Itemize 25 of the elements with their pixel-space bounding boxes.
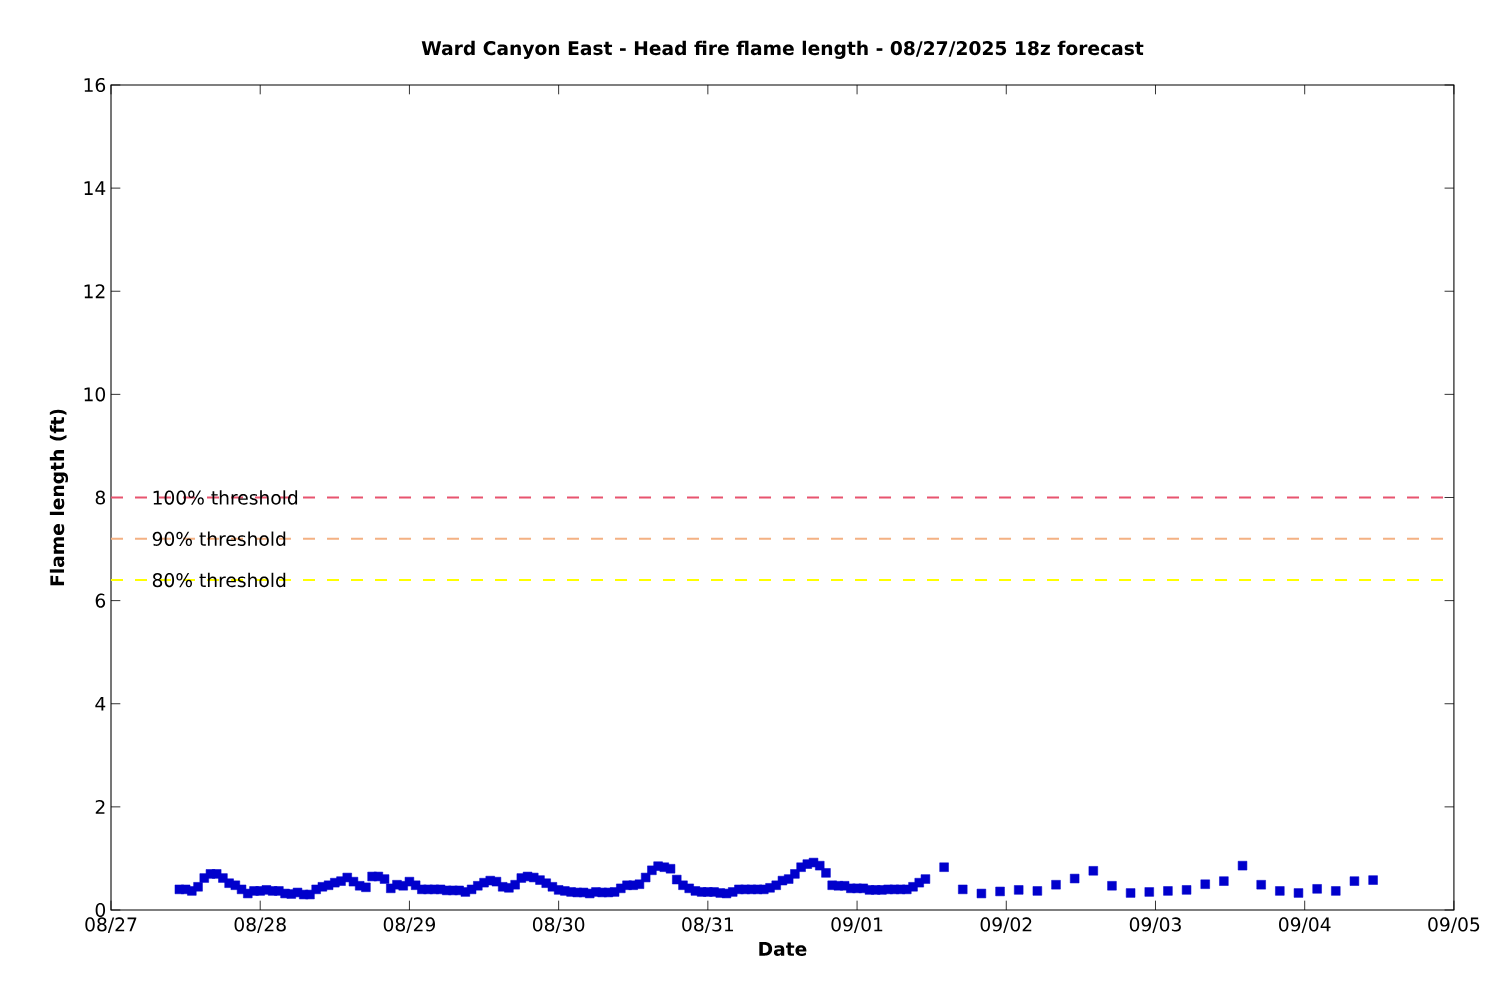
y-tick-label: 14 [84, 181, 106, 195]
y-tick-label: 6 [95, 593, 106, 608]
y-tick-label: 8 [95, 490, 106, 505]
x-tick-label: 08/31 [682, 917, 734, 933]
x-tick-label: 08/30 [532, 917, 585, 933]
y-tick-label: 2 [95, 799, 105, 814]
y-tick-label: 12 [84, 284, 105, 299]
y-tick-label: 10 [84, 387, 106, 402]
x-tick-label: 08/27 [85, 917, 137, 933]
ref-line-label: 90% threshold [152, 531, 286, 546]
x-axis-title: Date [759, 942, 807, 956]
chart-title: Ward Canyon East - Head fire flame length - 08/27/2025 18z forecast [421, 40, 1144, 59]
x-tick-label: 09/04 [1279, 917, 1331, 933]
y-axis-title: Flame length (ft) [49, 409, 69, 586]
ref-line-label: 80% threshold [152, 572, 286, 588]
x-tick-label: 09/03 [1129, 917, 1181, 933]
y-tick-label: 16 [84, 77, 106, 93]
x-tick-label: 08/28 [234, 917, 286, 933]
ref-line-label: 100% threshold [153, 490, 298, 505]
x-tick-label: 09/01 [831, 917, 883, 933]
y-tick-label: 0 [95, 902, 106, 918]
x-tick-label: 08/29 [383, 917, 435, 933]
x-tick-label: 09/02 [980, 917, 1032, 933]
x-tick-label: 09/05 [1428, 917, 1480, 933]
y-tick-label: 4 [95, 696, 106, 711]
